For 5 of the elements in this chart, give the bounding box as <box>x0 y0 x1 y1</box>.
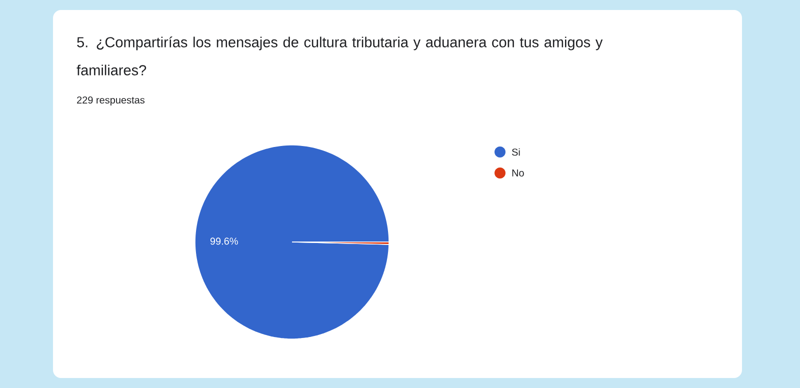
legend-label: Si <box>512 148 520 156</box>
legend-label: No <box>512 170 524 176</box>
chart-title: 5. ¿Compartirías los mensajes de cultura tributaria y aduanera con tus amigos y familiares? <box>76 36 603 76</box>
data-label: 99.6% <box>210 238 238 245</box>
text: 229 respuestas <box>77 96 145 106</box>
